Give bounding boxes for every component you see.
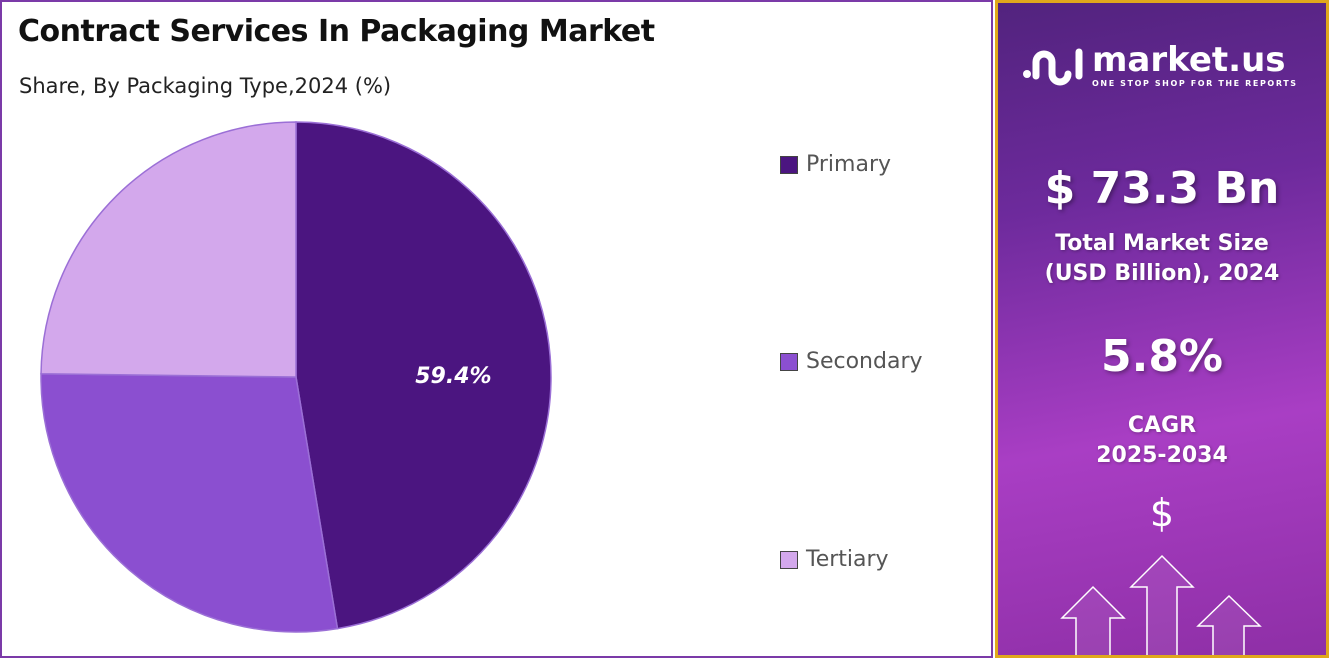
pie-slice-primary <box>295 121 552 630</box>
up-arrow-icon <box>1196 594 1262 655</box>
legend-label: Secondary <box>806 349 923 374</box>
pie-chart: 59.4% <box>40 121 552 633</box>
brand-tagline: ONE STOP SHOP FOR THE REPORTS <box>1092 79 1298 88</box>
legend-swatch <box>780 155 798 174</box>
pie-slice-tertiary <box>40 121 297 378</box>
legend-label: Primary <box>806 152 892 177</box>
chart-panel: Contract Services In Packaging Market Sh… <box>0 0 993 658</box>
market-size-label-line2: (USD Billion), 2024 <box>1044 261 1280 286</box>
brand-name: market.us <box>1092 40 1286 80</box>
market-us-logo-icon <box>1023 48 1083 85</box>
legend-swatch <box>780 550 798 569</box>
legend-label: Tertiary <box>806 547 889 572</box>
summary-panel: market.us ONE STOP SHOP FOR THE REPORTS … <box>995 0 1329 658</box>
up-arrow-icon <box>1129 554 1195 655</box>
market-size-label-line1: Total Market Size <box>1055 231 1269 256</box>
pie-slice-secondary <box>40 373 339 633</box>
legend-item-tertiary: Tertiary <box>780 547 889 572</box>
chart-subtitle: Share, By Packaging Type,2024 (%) <box>19 74 392 98</box>
dollar-icon: $ <box>1149 491 1175 535</box>
market-size-value: $ 73.3 Bn <box>1044 163 1280 214</box>
up-arrow-icon <box>1060 585 1126 655</box>
data-label-primary: 59.4% <box>415 364 491 389</box>
cagr-value: 5.8% <box>1100 331 1224 382</box>
cagr-label: CAGR 2025-2034 <box>998 411 1326 471</box>
legend-item-primary: Primary <box>780 152 891 177</box>
chart-title: Contract Services In Packaging Market <box>18 14 655 49</box>
cagr-label-line1: CAGR <box>1127 413 1197 438</box>
legend-swatch <box>780 352 798 371</box>
growth-arrows <box>1060 554 1262 655</box>
cagr-label-line2: 2025-2034 <box>1096 443 1228 468</box>
market-size-label: Total Market Size (USD Billion), 2024 <box>998 229 1326 289</box>
brand-logo: market.us ONE STOP SHOP FOR THE REPORTS <box>1022 43 1298 88</box>
legend-item-secondary: Secondary <box>780 349 923 374</box>
